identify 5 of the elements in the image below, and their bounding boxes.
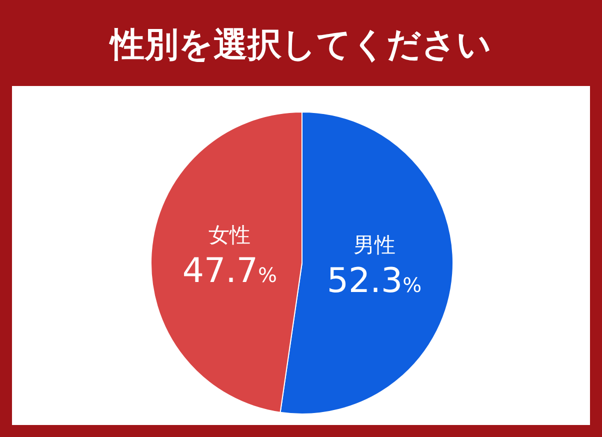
chart-title: 性別を選択してください [108,25,492,65]
slice-label: 男性 [353,233,396,258]
data-label: 47.7% [182,250,278,291]
data-label: 52.3% [326,261,422,302]
slice-label: 女性 [208,222,251,247]
